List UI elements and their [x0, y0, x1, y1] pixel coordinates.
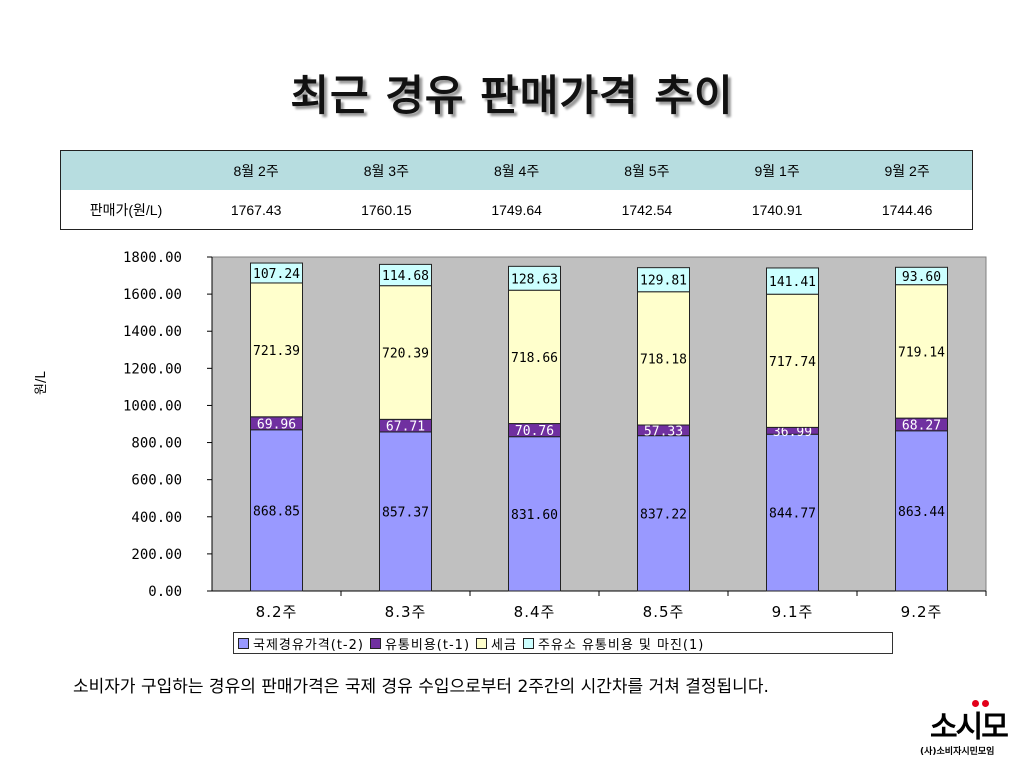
- legend-item: 주유소 유통비용 및 마진(1): [522, 634, 705, 653]
- x-tick-label: 8.4주: [514, 603, 556, 621]
- data-label: 721.39: [253, 344, 300, 359]
- table-cell: 1749.64: [491, 201, 542, 218]
- y-tick-label: 1000.00: [123, 398, 182, 414]
- data-label: 67.71: [386, 420, 425, 435]
- legend-label: 세금: [491, 637, 517, 653]
- x-tick-label: 9.2주: [901, 603, 943, 621]
- bar-segment: [508, 265, 561, 291]
- bar-segment: [895, 266, 948, 286]
- caption-text: 소비자가 구입하는 경유의 판매가격은 국제 경유 수입으로부터 2주간의 시간…: [73, 677, 769, 697]
- legend-label: 국제경유가격(t-2): [253, 637, 364, 653]
- bar-segment: [895, 430, 948, 592]
- legend-swatch: [522, 637, 534, 649]
- bar-segment: [766, 267, 819, 295]
- data-label: 129.81: [640, 274, 687, 289]
- x-tick-label: 9.1주: [772, 603, 814, 621]
- y-axis-label: 원/L: [34, 371, 49, 395]
- bar-segment: [508, 436, 561, 592]
- legend-swatch: [238, 637, 249, 649]
- legend-swatch: [476, 637, 488, 649]
- bar-segment: [250, 282, 303, 418]
- plot-area: [211, 256, 987, 592]
- x-tick-label: 8.2주: [256, 603, 298, 621]
- legend-item: 유통비용(t-1): [369, 634, 471, 653]
- y-tick-label: 0.00: [148, 584, 182, 600]
- y-tick-label: 1200.00: [123, 361, 182, 377]
- table-header-cell: [60, 150, 191, 190]
- table-header-cell: 8월 3주: [321, 150, 452, 190]
- data-label: 69.96: [257, 417, 296, 432]
- x-tick-label: 8.3주: [385, 603, 427, 621]
- data-label: 863.44: [898, 505, 945, 520]
- legend-label: 주유소 유통비용 및 마진(1): [537, 637, 705, 653]
- logo-main-text: 소시모: [930, 710, 1009, 745]
- table-cell: 1742.54: [621, 201, 673, 218]
- data-label: 36.99: [773, 425, 812, 440]
- data-label: 114.68: [382, 269, 429, 284]
- data-label: 718.66: [511, 351, 558, 366]
- data-label: 844.77: [769, 507, 816, 522]
- y-tick-label: 1800.00: [123, 250, 182, 266]
- table-header-cell: 8월 5주: [581, 150, 712, 190]
- table-header-cell: 9월 1주: [712, 150, 843, 190]
- table-cell: 1744.46: [881, 201, 933, 218]
- data-label: 718.18: [640, 352, 687, 367]
- table-cell: 1767.43: [230, 201, 282, 218]
- table-header-row: 8월 2주 8월 3주 8월 4주 8월 5주 9월 1주 9월 2주: [60, 150, 973, 190]
- bar-segment: [250, 262, 303, 284]
- bar-segment: [766, 293, 819, 428]
- data-label: 857.37: [382, 505, 429, 520]
- logo: 소시모 (사)소비자시민모임: [920, 700, 1018, 762]
- bar-segment: [379, 263, 432, 287]
- data-label: 93.60: [902, 270, 941, 285]
- y-tick-label: 1400.00: [123, 324, 182, 340]
- y-tick-label: 800.00: [131, 436, 182, 452]
- bar-segment: [637, 267, 690, 293]
- y-tick-label: 600.00: [131, 473, 182, 489]
- table-row-label: 판매가(원/L): [89, 201, 163, 218]
- table-cell: 1740.91: [751, 201, 803, 218]
- table-header-cell: 8월 4주: [451, 150, 582, 190]
- data-label: 837.22: [640, 507, 687, 522]
- logo-dot: [982, 700, 989, 707]
- y-tick-label: 1600.00: [123, 287, 182, 303]
- data-label: 720.39: [382, 347, 429, 362]
- table-header-cell: 8월 2주: [191, 150, 322, 190]
- chart-legend: 국제경유가격(t-2) 유통비용(t-1) 세금 주유소 유통비용 및 마진(1…: [233, 632, 893, 654]
- y-tick-label: 400.00: [131, 510, 182, 526]
- table-header-cell: 9월 2주: [842, 150, 973, 190]
- bar-segment: [637, 435, 690, 592]
- data-label: 717.74: [769, 355, 816, 370]
- data-label: 141.41: [769, 275, 816, 290]
- stacked-bar-chart: 0.00 200.00 400.00 600.00 800.00 1000.00 1200.…: [123, 250, 987, 621]
- data-label: 70.76: [515, 424, 554, 439]
- bar-segment: [379, 431, 432, 592]
- bar-segment: [508, 289, 561, 425]
- table-row: 판매가(원/L) 1767.43 1760.15 1749.64 1742.54…: [61, 190, 973, 230]
- legend-item: 국제경유가격(t-2): [238, 634, 364, 653]
- bar-segment: [250, 429, 303, 592]
- legend-label: 유통비용(t-1): [384, 637, 471, 653]
- bar-segment: [895, 284, 948, 419]
- data-label: 868.85: [253, 504, 300, 519]
- bar-segment: [637, 291, 690, 426]
- data-label: 719.14: [898, 345, 945, 360]
- legend-swatch: [369, 637, 381, 649]
- table-cell: 1760.15: [361, 201, 412, 218]
- legend-item: 세금: [476, 634, 517, 653]
- data-label: 68.27: [902, 418, 941, 433]
- page-title: 최근 경유 판매가격 추이: [290, 71, 734, 120]
- logo-sub-text: (사)소비자시민모임: [920, 747, 995, 757]
- price-table: 8월 2주 8월 3주 8월 4주 8월 5주 9월 1주 9월 2주 판매가(…: [60, 150, 973, 230]
- data-label: 128.63: [511, 272, 558, 287]
- x-tick-label: 8.5주: [643, 603, 685, 621]
- data-label: 831.60: [511, 508, 558, 523]
- logo-dot: [972, 700, 979, 707]
- data-label: 57.33: [644, 424, 683, 439]
- bar-segment: [766, 433, 819, 592]
- bar-segment: [379, 285, 432, 420]
- y-tick-label: 200.00: [131, 547, 182, 563]
- data-label: 107.24: [253, 267, 300, 282]
